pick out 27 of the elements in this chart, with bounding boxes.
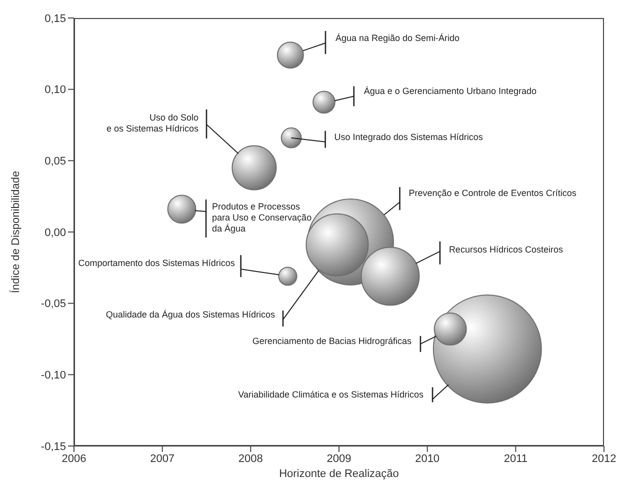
annotation: Variabilidade Climática e os Sistemas Hídricos (238, 389, 424, 400)
annotation: Uso Integrado dos Sistemas Hídricos (334, 132, 484, 142)
x-tick-label: 2010 (415, 452, 440, 465)
y-tick-label: 0,10 (44, 84, 66, 96)
y-tick-label: 0,05 (44, 156, 66, 168)
y-tick-label: -0,05 (40, 298, 66, 310)
y-tick-label: -0,10 (40, 370, 66, 382)
annotation: Qualidade da Água dos Sistemas Hídricos (106, 310, 276, 320)
y-tick-label: 0,00 (44, 226, 66, 239)
y-axis-title: Índice de Disponibilidade (9, 170, 23, 294)
annotation: Prevenção e Controle de Eventos Críticos (408, 188, 577, 198)
annotation: Água e o Gerenciamento Urbano Integrado (364, 86, 537, 96)
annotation: Uso do Solo e os Sistemas Hídricos (106, 112, 199, 134)
annotation: Comportamento dos Sistemas Hídricos (78, 258, 236, 268)
annotation: Água na Região do Semi-Árido (335, 33, 460, 44)
x-tick-label: 2012 (592, 452, 616, 465)
x-tick-label: 2009 (326, 452, 352, 465)
annotation: Gerenciamento de Bacias Hidrográficas (252, 336, 412, 346)
annotation: Recursos Hídricos Costeiros (448, 244, 564, 254)
y-tick-label: -0,15 (40, 440, 66, 453)
x-tick-label: 2007 (150, 452, 175, 465)
annotation: Produtos e Processos para Uso e Conservação da Água (212, 202, 312, 234)
x-axis-title: Horizonte de Realização (278, 467, 400, 481)
y-tick-label: 0,15 (44, 12, 66, 25)
x-tick-label: 2011 (504, 452, 528, 465)
x-tick-label: 2006 (62, 452, 86, 465)
x-tick-label: 2008 (238, 452, 263, 465)
